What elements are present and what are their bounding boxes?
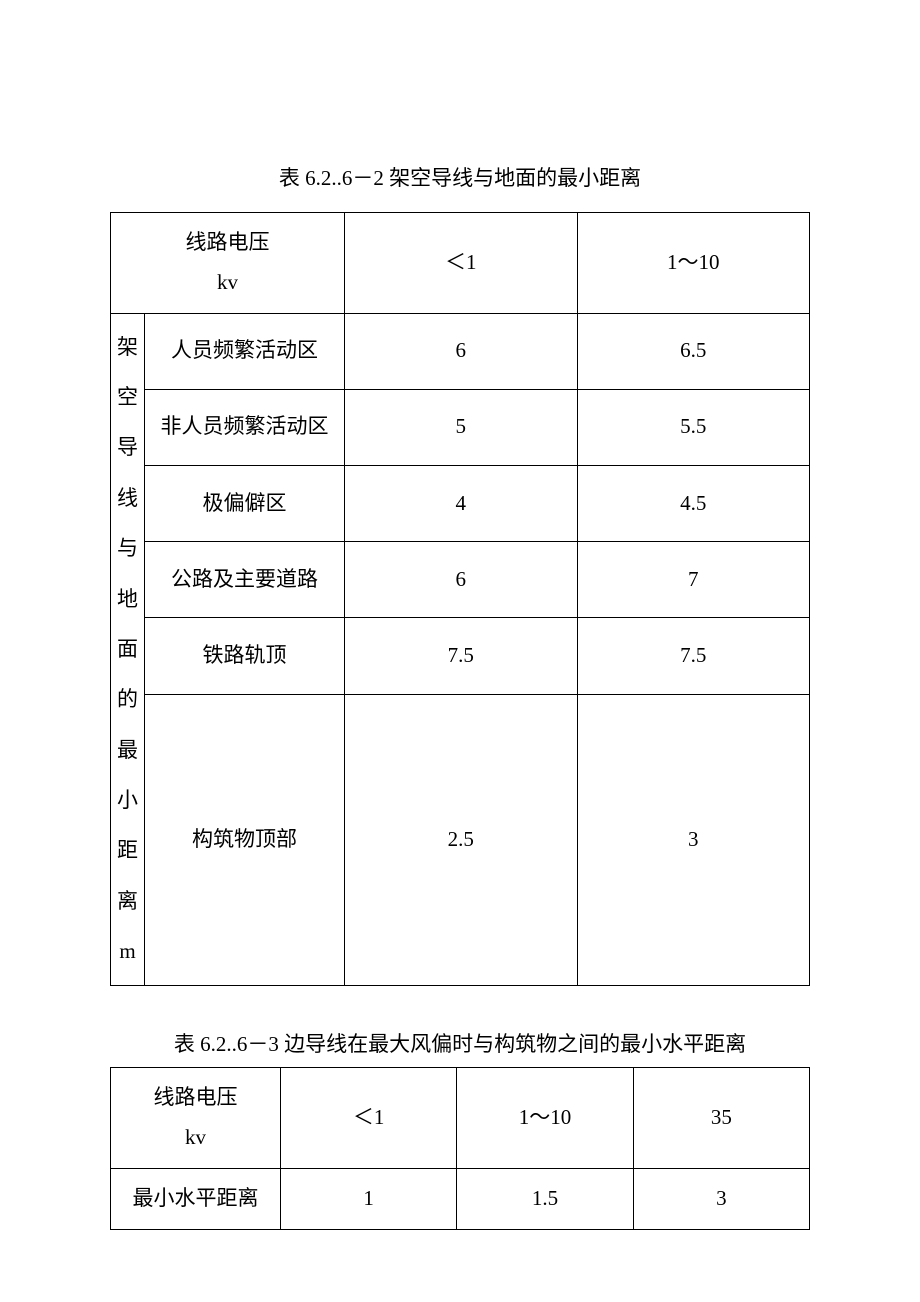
table-row: 构筑物顶部 2.5 3 [111, 694, 810, 985]
table2-header-row: 线路电压 kv ＜1 1～10 35 [111, 1068, 810, 1169]
table2-row-c2: 1.5 [457, 1169, 633, 1230]
table1-header-label: 线路电压 kv [111, 212, 345, 313]
table-row: 极偏僻区 4 4.5 [111, 465, 810, 541]
table1-row3-c1: 6 [345, 542, 578, 618]
table1-row5-c2: 3 [577, 694, 810, 985]
table1-row4-label: 铁路轨顶 [145, 618, 345, 694]
table1-row1-label: 非人员频繁活动区 [145, 389, 345, 465]
table1-header-c2: 1～10 [577, 212, 810, 313]
table2-row-c1: 1 [281, 1169, 457, 1230]
table1-title: 表 6.2..6－2 架空导线与地面的最小距离 [110, 160, 810, 198]
table1: 线路电压 kv ＜1 1～10 架空导线与地面的最小距离 m 人员频繁活动区 6… [110, 212, 810, 986]
table2-row-label: 最小水平距离 [111, 1169, 281, 1230]
table-row: 架空导线与地面的最小距离 m 人员频繁活动区 6 6.5 [111, 313, 810, 389]
page: 表 6.2..6－2 架空导线与地面的最小距离 线路电压 kv ＜1 1～10 … [0, 0, 920, 1230]
table-row: 非人员频繁活动区 5 5.5 [111, 389, 810, 465]
table2-header-label: 线路电压 kv [111, 1068, 281, 1169]
table1-row1-c2: 5.5 [577, 389, 810, 465]
table1-vertical-label: 架空导线与地面的最小距离 m [111, 313, 145, 985]
table1-row0-label: 人员频繁活动区 [145, 313, 345, 389]
table1-row3-label: 公路及主要道路 [145, 542, 345, 618]
table1-header-row: 线路电压 kv ＜1 1～10 [111, 212, 810, 313]
table2-header-c2: 1～10 [457, 1068, 633, 1169]
table1-row0-c2: 6.5 [577, 313, 810, 389]
table2-header-c1: ＜1 [281, 1068, 457, 1169]
table1-row1-c1: 5 [345, 389, 578, 465]
table1-row4-c1: 7.5 [345, 618, 578, 694]
table-row: 铁路轨顶 7.5 7.5 [111, 618, 810, 694]
table1-row2-c1: 4 [345, 465, 578, 541]
table2-row-c3: 3 [633, 1169, 809, 1230]
table1-row5-label: 构筑物顶部 [145, 694, 345, 985]
table1-row3-c2: 7 [577, 542, 810, 618]
table1-row2-label: 极偏僻区 [145, 465, 345, 541]
table1-row2-c2: 4.5 [577, 465, 810, 541]
table1-row5-c1: 2.5 [345, 694, 578, 985]
table-row: 公路及主要道路 6 7 [111, 542, 810, 618]
table2-title: 表 6.2..6－3 边导线在最大风偏时与构筑物之间的最小水平距离 [110, 1026, 810, 1064]
table1-header-c1: ＜1 [345, 212, 578, 313]
table-row: 最小水平距离 1 1.5 3 [111, 1169, 810, 1230]
table1-row0-c1: 6 [345, 313, 578, 389]
spacer [110, 986, 810, 1026]
table1-row4-c2: 7.5 [577, 618, 810, 694]
table2: 线路电压 kv ＜1 1～10 35 最小水平距离 1 1.5 3 [110, 1067, 810, 1230]
table2-header-c3: 35 [633, 1068, 809, 1169]
